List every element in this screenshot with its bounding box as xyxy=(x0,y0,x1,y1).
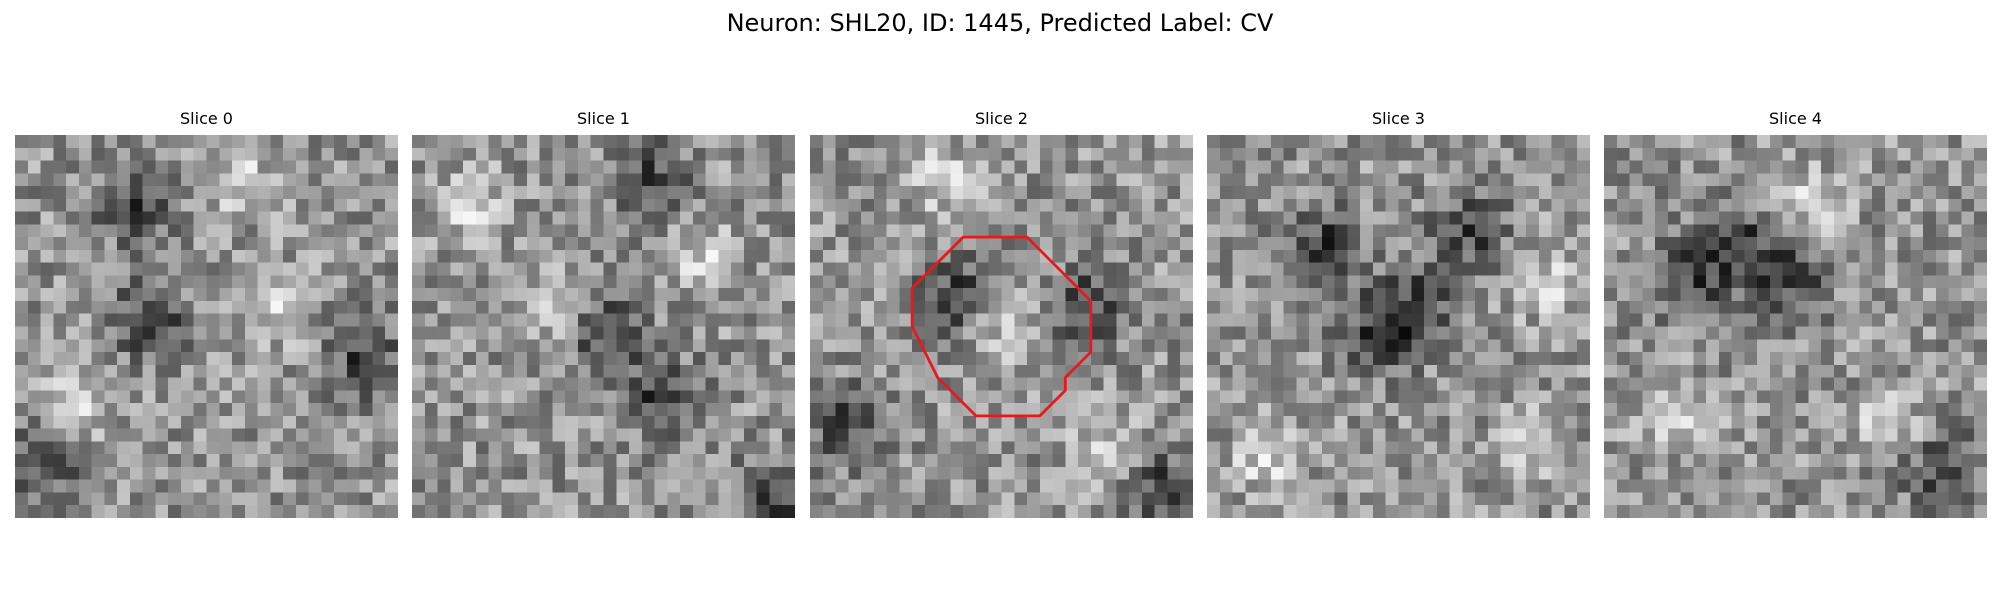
slice-0-pixels xyxy=(15,135,398,518)
slice-1-pixels xyxy=(412,135,795,518)
slice-3-pixels xyxy=(1207,135,1590,518)
slice-3-title: Slice 3 xyxy=(1372,109,1425,128)
roi-outline xyxy=(910,235,1093,418)
slice-1-title: Slice 1 xyxy=(577,109,630,128)
slice-3-image xyxy=(1207,135,1590,518)
slice-2-pixels xyxy=(810,135,1193,518)
slice-0-image xyxy=(15,135,398,518)
roi-outline-overlay xyxy=(910,235,1093,418)
slice-0-title: Slice 0 xyxy=(180,109,233,128)
slice-1-image xyxy=(412,135,795,518)
figure-title: Neuron: SHL20, ID: 1445, Predicted Label… xyxy=(726,9,1274,37)
slice-4-pixels xyxy=(1604,135,1987,518)
slice-4-image xyxy=(1604,135,1987,518)
slice-4-title: Slice 4 xyxy=(1769,109,1822,128)
slice-2-image xyxy=(810,135,1193,518)
slice-2-title: Slice 2 xyxy=(975,109,1028,128)
